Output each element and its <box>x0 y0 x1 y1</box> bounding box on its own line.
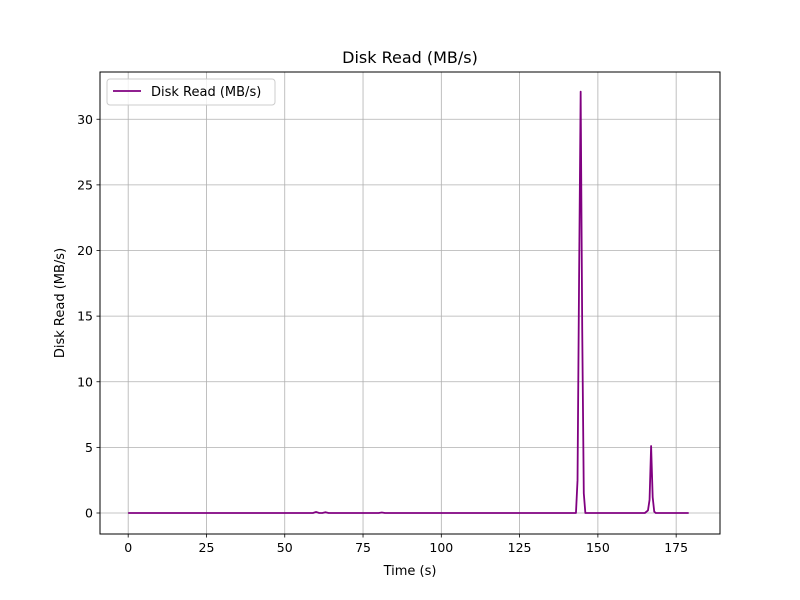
x-tick-label: 0 <box>124 540 132 555</box>
x-tick-label: 25 <box>199 540 215 555</box>
chart-title: Disk Read (MB/s) <box>342 48 478 67</box>
series-layer <box>128 90 689 514</box>
y-tick-label: 15 <box>77 309 93 324</box>
legend-box <box>106 78 276 106</box>
series-line-0 <box>128 90 689 514</box>
x-tick-label: 100 <box>429 540 453 555</box>
y-tick-label: 25 <box>77 177 93 192</box>
x-axis-label: Time (s) <box>383 564 437 579</box>
y-axis-ticks: 0 5 10 15 20 25 30 <box>77 112 100 521</box>
y-tick-label: 10 <box>77 374 93 389</box>
y-tick-label: 20 <box>77 243 93 258</box>
x-tick-label: 150 <box>586 540 610 555</box>
y-tick-label: 0 <box>85 506 93 521</box>
x-tick-label: 175 <box>664 540 688 555</box>
x-tick-label: 125 <box>508 540 532 555</box>
x-tick-label: 75 <box>355 540 371 555</box>
y-tick-label: 30 <box>77 112 93 127</box>
y-axis-label: Disk Read (MB/s) <box>53 248 68 358</box>
plot-area <box>100 72 720 534</box>
legend-label: Disk Read (MB/s) <box>151 85 261 100</box>
y-tick-label: 5 <box>85 440 93 455</box>
legend: Disk Read (MB/s) <box>106 78 276 106</box>
x-tick-label: 50 <box>277 540 293 555</box>
x-axis-ticks: 0 25 50 75 100 125 150 175 <box>124 534 688 555</box>
plot-frame <box>99 71 721 535</box>
